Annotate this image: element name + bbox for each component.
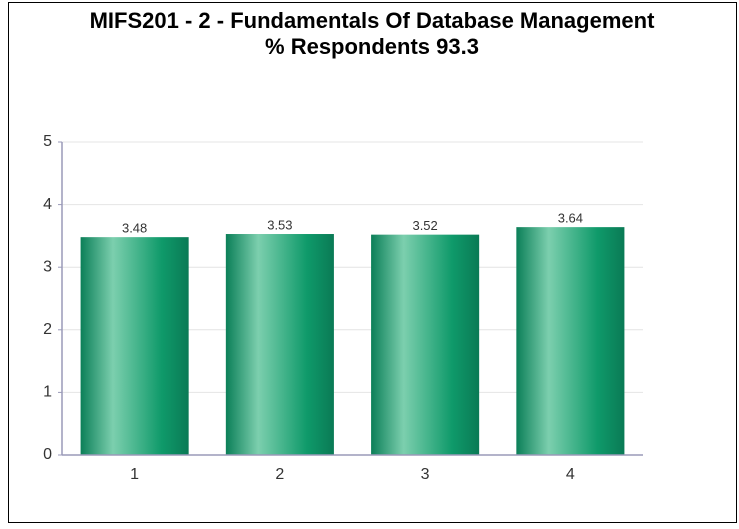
value-label: 3.52 (412, 218, 437, 233)
y-tick-label: 4 (43, 196, 52, 213)
y-tick-label: 5 (43, 133, 52, 150)
y-tick-label: 2 (43, 321, 52, 338)
x-tick-label: 3 (421, 466, 430, 483)
bar (516, 227, 625, 455)
bar (371, 234, 480, 455)
x-tick-label: 4 (566, 466, 575, 483)
y-tick-label: 0 (43, 446, 52, 463)
y-tick-label: 3 (43, 258, 52, 275)
value-label: 3.64 (558, 211, 583, 226)
chart-title: MIFS201 - 2 - Fundamentals Of Database M… (90, 8, 655, 33)
bar (225, 234, 334, 455)
x-tick-label: 1 (130, 466, 139, 483)
y-tick-label: 1 (43, 384, 52, 401)
x-tick-label: 2 (275, 466, 284, 483)
bar (80, 237, 189, 455)
value-label: 3.48 (122, 221, 147, 236)
chart-subtitle: % Respondents 93.3 (265, 34, 479, 59)
value-label: 3.53 (267, 217, 292, 232)
